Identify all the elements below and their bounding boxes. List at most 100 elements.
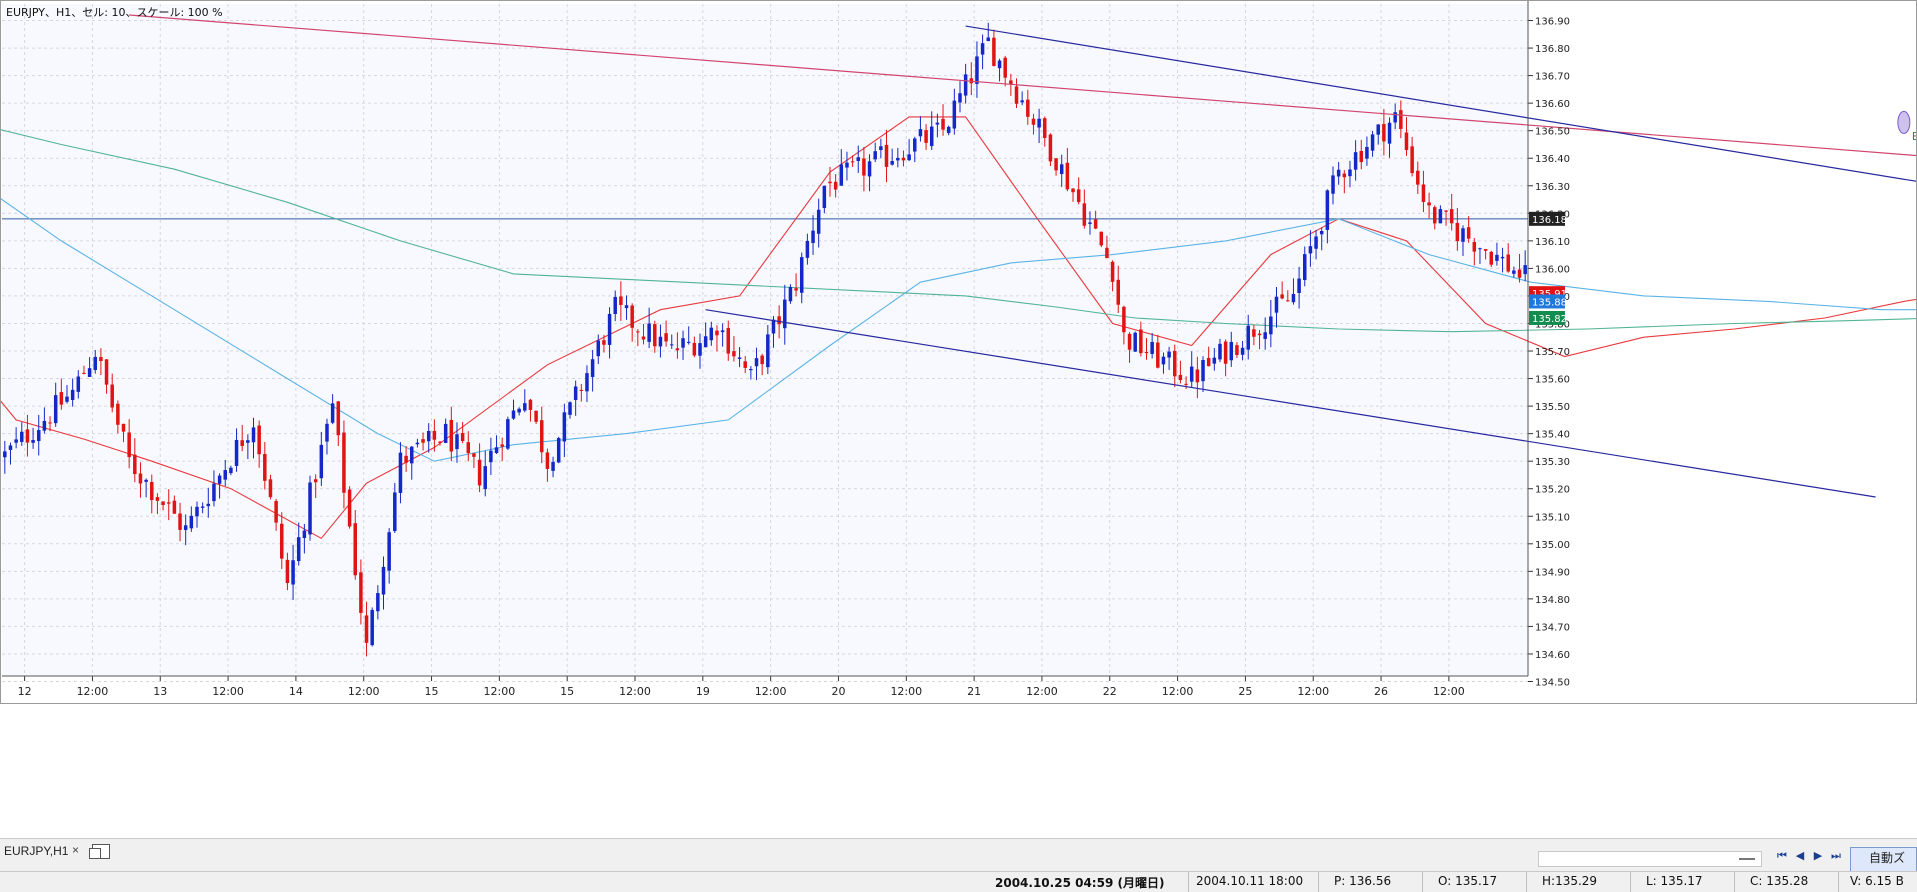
bear-candle — [1506, 254, 1510, 272]
last-bar-icon[interactable]: ⏭ — [1831, 850, 1841, 862]
bear-candle — [240, 440, 244, 446]
bear-candle — [1144, 352, 1149, 354]
bull-candle — [398, 452, 403, 493]
bear-candle — [150, 481, 154, 501]
bear-candle — [1399, 110, 1403, 129]
bull-candle — [913, 138, 917, 152]
bull-candle — [1246, 325, 1250, 350]
bull-candle — [975, 56, 979, 84]
bull-candle — [212, 483, 216, 502]
time-tick-label: 15 — [560, 685, 574, 698]
bear-candle — [1235, 345, 1239, 356]
bear-candle — [539, 420, 544, 453]
status-divider — [1188, 872, 1189, 892]
price-tick-label: 136.40 — [1535, 154, 1570, 165]
selected-bar-highlight[interactable] — [1897, 110, 1911, 134]
price-chart[interactable]: BuySell 136.90136.80136.70136.60136.5013… — [0, 0, 1917, 838]
price-flag-label: 136.18 — [1532, 215, 1567, 226]
status-volume: V: 6.15 B — [1850, 874, 1904, 888]
bull-candle — [658, 336, 663, 347]
bull-candle — [93, 356, 98, 370]
bull-candle — [325, 423, 329, 442]
bear-candle — [353, 523, 357, 576]
bull-candle — [1020, 100, 1024, 103]
bear-candle — [263, 453, 267, 481]
bear-candle — [1223, 341, 1228, 364]
bull-candle — [822, 185, 827, 208]
close-icon[interactable]: × — [72, 843, 80, 857]
bull-candle — [907, 154, 911, 161]
bull-candle — [517, 408, 521, 413]
bear-candle — [166, 502, 171, 504]
bull-candle — [918, 129, 923, 137]
bull-candle — [749, 369, 753, 371]
moving-average-line — [0, 128, 1917, 333]
chart-tab-label[interactable]: EURJPY,H1 — [4, 844, 69, 858]
bear-candle — [1099, 231, 1104, 246]
plot-background — [2, 4, 1528, 676]
bull-candle — [935, 122, 940, 125]
first-bar-icon[interactable]: ⏮ — [1777, 850, 1787, 862]
price-tick-label: 134.50 — [1535, 678, 1570, 689]
bull-candle — [183, 525, 188, 531]
status-bar-time: 2004.10.11 18:00 — [1196, 874, 1304, 888]
bull-candle — [551, 461, 555, 471]
window-icon[interactable] — [89, 844, 110, 859]
bear-candle — [48, 422, 52, 424]
bull-candle — [229, 467, 233, 474]
trendline-channel-top[interactable] — [965, 25, 1917, 194]
bull-candle — [53, 395, 58, 424]
bull-candle — [200, 506, 205, 508]
time-tick-label: 14 — [289, 685, 303, 698]
bull-candle — [1461, 228, 1465, 242]
trendline-channel-bottom[interactable] — [705, 309, 1876, 498]
price-tick-label: 134.90 — [1535, 567, 1570, 578]
scroll-thumb[interactable] — [1739, 858, 1755, 860]
price-tick-label: 134.80 — [1535, 595, 1570, 606]
bull-candle — [1336, 169, 1341, 177]
bull-candle — [523, 403, 527, 411]
bull-candle — [856, 157, 861, 161]
bull-candle — [1274, 296, 1279, 313]
bear-candle — [1432, 207, 1437, 224]
time-tick-label: 26 — [1374, 685, 1388, 698]
bull-candle — [1325, 190, 1330, 230]
bear-candle — [743, 361, 747, 368]
chart-area[interactable]: BuySell 136.90136.80136.70136.60136.5013… — [0, 0, 1917, 838]
bear-candle — [121, 423, 126, 432]
bear-candle — [884, 144, 889, 167]
bull-candle — [494, 447, 499, 454]
bear-candle — [1252, 329, 1256, 337]
bull-candle — [879, 146, 883, 151]
price-flag-label: 135.88 — [1532, 297, 1567, 308]
bull-candle — [1438, 209, 1443, 224]
price-tick-label: 135.00 — [1535, 540, 1570, 551]
bear-candle — [1116, 279, 1120, 305]
bear-candle — [285, 559, 290, 583]
bear-candle — [1105, 247, 1109, 259]
bear-candle — [347, 489, 352, 527]
bull-candle — [1201, 360, 1205, 382]
bear-candle — [138, 473, 143, 484]
bull-candle — [783, 299, 787, 329]
price-tick-label: 136.10 — [1535, 237, 1570, 248]
price-flag — [1529, 310, 1565, 325]
bear-candle — [1093, 219, 1098, 229]
time-tick-label: 12:00 — [619, 685, 651, 698]
next-bar-icon[interactable]: ▶ — [1813, 850, 1823, 862]
bull-candle — [76, 376, 81, 392]
bull-candle — [251, 427, 256, 443]
bear-candle — [1404, 132, 1409, 151]
trendline-upper[interactable] — [129, 14, 1917, 183]
bull-candle — [766, 334, 770, 368]
bull-candle — [556, 438, 561, 463]
bull-candle — [799, 257, 804, 293]
bull-candle — [1319, 231, 1324, 235]
horizontal-scrollbar[interactable] — [1538, 851, 1762, 867]
prev-bar-icon[interactable]: ◀ — [1795, 850, 1805, 862]
bull-candle — [70, 389, 75, 400]
bull-candle — [873, 151, 877, 160]
bull-candle — [42, 420, 47, 431]
bear-candle — [1342, 173, 1347, 178]
bear-candle — [82, 372, 86, 374]
